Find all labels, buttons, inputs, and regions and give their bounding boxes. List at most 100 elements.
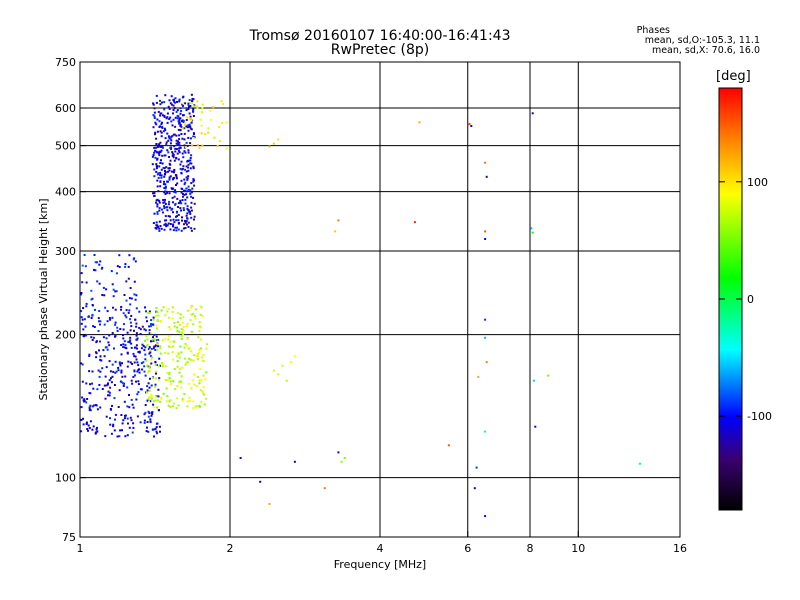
data-point	[189, 167, 192, 170]
chart-title: Tromsø 20160107 16:40:00-16:41:43	[249, 28, 511, 44]
data-point	[174, 174, 177, 176]
data-point	[140, 388, 143, 391]
data-point	[169, 380, 172, 383]
data-point	[80, 418, 83, 421]
data-point	[184, 124, 187, 126]
data-point	[155, 165, 158, 167]
data-point	[156, 432, 159, 435]
data-point	[188, 125, 191, 128]
data-point	[152, 103, 155, 106]
data-point	[147, 370, 150, 373]
data-point	[146, 364, 149, 367]
data-point	[119, 364, 122, 367]
data-point	[146, 385, 149, 388]
data-point	[158, 165, 161, 168]
data-point	[191, 100, 194, 103]
data-point	[170, 139, 173, 142]
data-point	[190, 154, 193, 157]
data-point	[177, 351, 180, 354]
data-point	[191, 187, 194, 190]
data-point	[109, 423, 112, 426]
data-point	[182, 209, 185, 212]
data-point	[201, 390, 204, 393]
data-point	[118, 266, 121, 268]
data-point	[186, 144, 189, 147]
data-point	[105, 366, 108, 369]
data-point	[138, 351, 141, 354]
data-point	[156, 224, 159, 227]
data-point	[177, 213, 180, 216]
data-point	[181, 366, 184, 369]
data-point	[95, 261, 98, 264]
data-point	[176, 182, 179, 185]
data-point	[160, 149, 163, 152]
data-point	[140, 362, 143, 365]
data-point	[189, 162, 192, 165]
data-point	[160, 309, 163, 312]
data-point	[152, 323, 155, 326]
data-point	[91, 313, 94, 316]
y-tick-label: 400	[55, 186, 76, 199]
data-point	[145, 430, 148, 433]
data-point	[152, 400, 155, 403]
data-point	[164, 198, 166, 201]
data-point	[171, 306, 174, 309]
data-point	[114, 321, 117, 324]
data-point	[104, 346, 107, 349]
data-point	[157, 144, 160, 147]
data-point	[188, 159, 191, 162]
data-point	[168, 192, 171, 195]
data-point	[175, 142, 178, 145]
data-point	[147, 348, 150, 351]
data-point	[187, 163, 190, 166]
data-point	[169, 102, 172, 105]
data-point	[130, 419, 133, 422]
data-point	[182, 195, 184, 198]
data-point	[173, 368, 176, 371]
data-point	[175, 139, 178, 142]
data-point	[188, 396, 191, 399]
data-point	[112, 425, 115, 428]
data-point	[187, 169, 190, 172]
data-point	[158, 365, 160, 368]
data-point	[148, 364, 151, 367]
data-point	[89, 404, 92, 407]
data-point	[122, 346, 125, 348]
data-point	[179, 317, 182, 320]
data-point	[185, 125, 188, 128]
data-point	[277, 138, 280, 141]
data-point	[171, 207, 174, 210]
data-point	[187, 108, 190, 111]
data-point	[97, 330, 100, 332]
data-point	[164, 185, 167, 188]
data-point	[155, 372, 157, 375]
data-point	[155, 94, 158, 97]
data-point	[190, 162, 193, 165]
data-point	[196, 105, 199, 108]
data-point	[152, 192, 154, 195]
data-point	[105, 415, 108, 418]
y-tick-label: 300	[55, 245, 76, 258]
data-point	[172, 380, 175, 383]
data-point	[191, 144, 194, 147]
data-point	[160, 146, 163, 148]
data-point	[83, 400, 86, 403]
data-point	[147, 430, 150, 433]
data-point	[154, 146, 157, 149]
data-point	[120, 414, 123, 416]
data-point	[141, 368, 144, 371]
data-point	[97, 369, 100, 372]
data-point	[323, 487, 326, 490]
data-point	[277, 373, 280, 376]
data-point	[158, 201, 161, 204]
data-point	[180, 375, 183, 378]
data-point	[153, 111, 156, 114]
data-point	[80, 430, 83, 433]
data-point	[114, 323, 117, 326]
data-point	[186, 212, 189, 215]
data-point	[120, 381, 123, 384]
data-point	[139, 333, 142, 335]
data-point	[156, 406, 158, 409]
data-point	[180, 179, 183, 182]
